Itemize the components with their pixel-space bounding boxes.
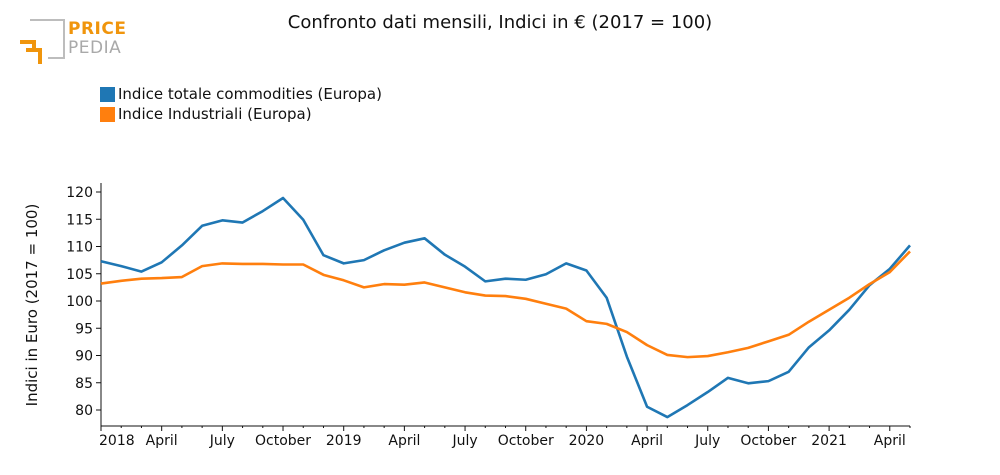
y-tick-label: 95 xyxy=(75,321,93,337)
brand-name: PRICE PEDIA xyxy=(68,20,126,58)
y-axis-label: Indici in Euro (2017 = 100) xyxy=(23,204,41,407)
legend-swatch-series-1 xyxy=(100,86,115,102)
x-tick-label: April xyxy=(146,433,178,449)
chart-legend: Indice totale commodities (Europa) Indic… xyxy=(100,84,382,124)
y-tick-label: 120 xyxy=(66,185,93,201)
y-tick-label: 80 xyxy=(75,403,93,419)
x-tick-label: 2021 xyxy=(811,433,847,449)
x-tick-label: 2018 xyxy=(99,433,135,449)
legend-label-series-2: Indice Industriali (Europa) xyxy=(118,105,312,123)
legend-item-series-1[interactable]: Indice totale commodities (Europa) xyxy=(100,84,382,104)
x-tick-label: April xyxy=(388,433,420,449)
y-tick-label: 90 xyxy=(75,349,93,365)
y-tick-label: 105 xyxy=(66,267,93,283)
x-axis-ticks: 2018 April July October 2019 April July October… xyxy=(99,426,911,449)
x-tick-label: July xyxy=(694,433,720,449)
legend-label-series-1: Indice totale commodities (Europa) xyxy=(118,85,382,103)
x-tick-label: 2020 xyxy=(569,433,605,449)
pricepedia-logo-icon xyxy=(20,19,65,64)
x-tick-label: April xyxy=(874,433,906,449)
x-tick-label: April xyxy=(631,433,663,449)
legend-item-series-2[interactable]: Indice Industriali (Europa) xyxy=(100,104,382,124)
legend-swatch-series-2 xyxy=(100,106,115,122)
y-tick-label: 100 xyxy=(66,294,93,310)
y-axis-ticks: 80 85 90 95 100 105 110 115 120 xyxy=(66,185,101,419)
x-tick-label: October xyxy=(740,433,796,449)
x-tick-label: October xyxy=(498,433,554,449)
x-tick-label: 2019 xyxy=(326,433,362,449)
y-tick-label: 85 xyxy=(75,376,93,392)
y-axis-label-group: Indici in Euro (2017 = 100) xyxy=(23,204,41,407)
chart-title: Confronto dati mensili, Indici in € (201… xyxy=(287,12,713,33)
y-tick-label: 115 xyxy=(66,212,93,228)
series-line-2[interactable] xyxy=(100,250,911,359)
series-line-1[interactable] xyxy=(100,196,911,419)
x-tick-label: July xyxy=(209,433,235,449)
x-tick-label: July xyxy=(451,433,477,449)
y-tick-label: 110 xyxy=(66,240,93,256)
x-tick-label: October xyxy=(255,433,311,449)
brand-part-1: PRICE xyxy=(68,19,127,39)
brand-part-2: PEDIA xyxy=(68,38,122,58)
series-lines xyxy=(100,196,911,419)
